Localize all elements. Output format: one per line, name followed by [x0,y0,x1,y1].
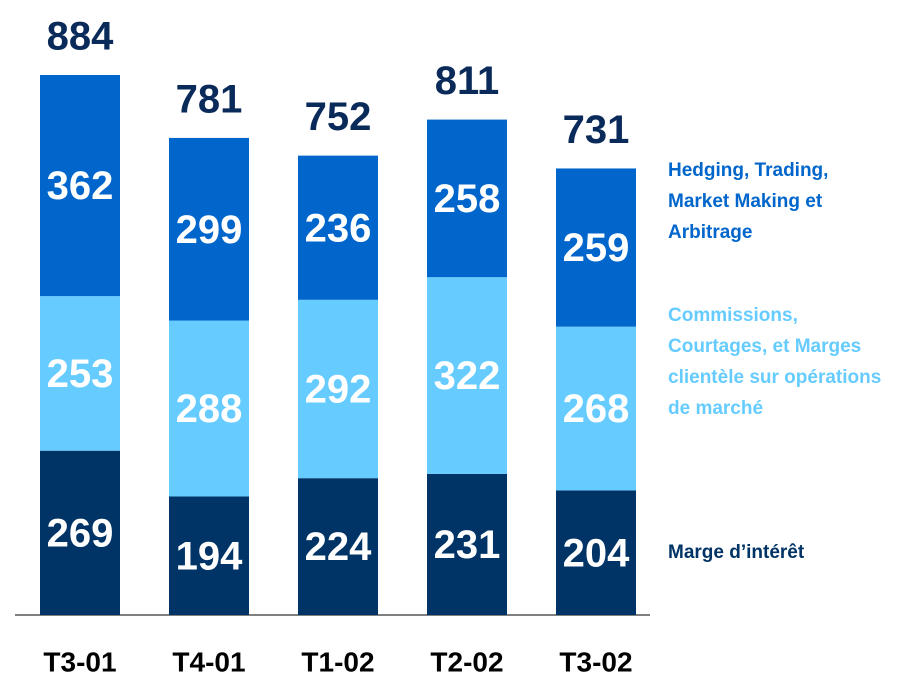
bar-segment [40,75,120,297]
bar-segment [427,473,507,615]
legend-entry: Commissions, Courtages, et Marges client… [668,305,882,419]
segment-label: 288 [176,387,243,431]
bar-segment [169,137,249,321]
bar-segment [298,155,378,300]
x-tick-label: T1-02 [301,646,374,677]
bar-segment [40,450,120,615]
bar-segment [427,277,507,474]
segment-label: 259 [563,226,630,270]
bar-segment [169,320,249,497]
segment-label: 292 [305,368,372,412]
segment-label: 253 [47,352,114,396]
bar-segment [40,296,120,451]
x-tick-label: T4-01 [172,646,245,677]
segment-label: 224 [305,525,372,569]
bar-segment [556,490,636,615]
segment-label: 231 [434,523,501,567]
bar-segment [427,119,507,278]
segment-label: 204 [563,531,630,575]
total-label: 781 [176,77,243,121]
total-label: 731 [563,108,630,152]
segment-label: 322 [434,354,501,398]
segment-label: 362 [47,164,114,208]
bar-segment [169,496,249,615]
x-tick-label: T2-02 [430,646,503,677]
x-tick-label: T3-01 [43,646,116,677]
bar-segment [556,168,636,327]
segment-label: 299 [176,208,243,252]
bar-segment [298,299,378,479]
segment-label: 268 [563,387,630,431]
total-label: 811 [435,59,500,103]
segment-label: 258 [434,177,501,221]
bar-segment [556,326,636,491]
segment-label: 236 [305,206,372,250]
bar-segment [298,478,378,615]
legend-entry: Marge d’intérêt [668,542,805,563]
segment-label: 269 [47,511,114,555]
x-tick-label: T3-02 [559,646,632,677]
segment-label: 194 [176,534,243,578]
legend-entry: Hedging, Trading, Market Making et Arbit… [668,160,829,243]
total-label: 884 [47,15,114,59]
total-label: 752 [305,95,372,139]
